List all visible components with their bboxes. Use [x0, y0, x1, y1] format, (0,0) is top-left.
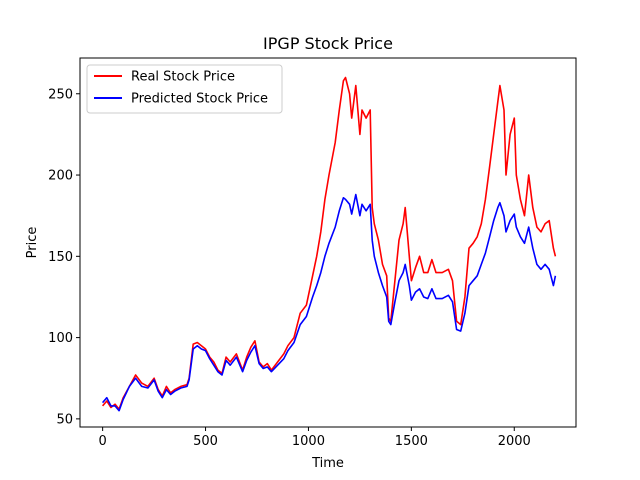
y-tick-label: 200	[48, 169, 73, 184]
x-tick-label: 0	[98, 434, 106, 449]
legend-label-real: Real Stock Price	[131, 70, 235, 85]
y-tick-label: 100	[48, 331, 73, 346]
y-axis: 50 100 150 200 250	[48, 87, 80, 427]
y-tick-label: 150	[48, 250, 73, 265]
x-tick-label: 1000	[292, 434, 325, 449]
series-layer	[101, 76, 557, 412]
x-tick-label: 2000	[498, 434, 531, 449]
chart-title: IPGP Stock Price	[263, 34, 393, 53]
x-tick-label: 500	[193, 434, 218, 449]
series-line-predicted	[101, 193, 557, 412]
legend: Real Stock Price Predicted Stock Price	[86, 64, 283, 114]
y-tick-label: 250	[48, 87, 73, 102]
x-axis: 0 500 1000 1500 2000	[98, 427, 531, 449]
plot-area	[79, 57, 577, 428]
legend-label-predicted: Predicted Stock Price	[131, 92, 268, 107]
x-axis-label: Time	[311, 456, 344, 471]
y-tick-label: 50	[56, 412, 73, 427]
legend-box	[86, 64, 283, 114]
y-axis-label: Price	[25, 227, 40, 259]
x-tick-label: 1500	[395, 434, 428, 449]
